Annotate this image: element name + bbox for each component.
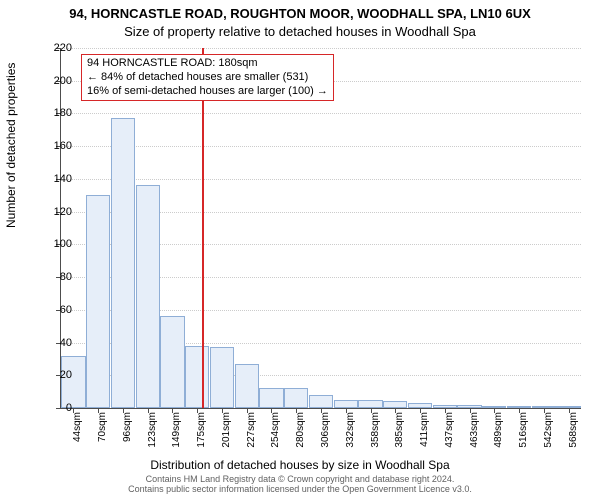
footer-text: Contains HM Land Registry data © Crown c… (0, 474, 600, 495)
annotation-line-2: ← 84% of detached houses are smaller (53… (87, 71, 328, 85)
annotation-box: 94 HORNCASTLE ROAD: 180sqm ← 84% of deta… (81, 54, 334, 101)
chart-title-main: 94, HORNCASTLE ROAD, ROUGHTON MOOR, WOOD… (0, 6, 600, 21)
chart-container: 94, HORNCASTLE ROAD, ROUGHTON MOOR, WOOD… (0, 0, 600, 500)
histogram-bar (86, 195, 110, 408)
y-tick-label: 180 (32, 107, 72, 119)
histogram-bar (136, 185, 160, 408)
histogram-bar (259, 388, 283, 408)
y-tick-label: 100 (32, 238, 72, 250)
histogram-bar (358, 400, 382, 408)
y-tick-label: 120 (32, 206, 72, 218)
y-tick-label: 80 (32, 271, 72, 283)
grid-line (61, 146, 581, 147)
y-tick-label: 140 (32, 173, 72, 185)
y-tick-label: 220 (32, 42, 72, 54)
footer-line-1: Contains HM Land Registry data © Crown c… (0, 474, 600, 484)
y-tick-label: 160 (32, 140, 72, 152)
reference-line (202, 48, 204, 408)
y-tick-label: 60 (32, 304, 72, 316)
grid-line (61, 113, 581, 114)
y-tick-label: 40 (32, 337, 72, 349)
grid-line (61, 179, 581, 180)
histogram-bar (61, 356, 85, 408)
chart-title-sub: Size of property relative to detached ho… (0, 24, 600, 39)
grid-line (61, 48, 581, 49)
plot-area: 94 HORNCASTLE ROAD: 180sqm ← 84% of deta… (60, 48, 581, 409)
histogram-bar (210, 347, 234, 408)
histogram-bar (334, 400, 358, 408)
y-axis-label: Number of detached properties (4, 63, 18, 228)
y-tick-label: 20 (32, 369, 72, 381)
histogram-bar (235, 364, 259, 408)
x-axis-label: Distribution of detached houses by size … (0, 458, 600, 472)
histogram-bar (111, 118, 135, 408)
y-tick-label: 200 (32, 75, 72, 87)
histogram-bar (309, 395, 333, 408)
histogram-bar (160, 316, 184, 408)
histogram-bar (185, 346, 209, 408)
histogram-bar (284, 388, 308, 408)
annotation-line-1: 94 HORNCASTLE ROAD: 180sqm (87, 57, 328, 71)
footer-line-2: Contains public sector information licen… (0, 484, 600, 494)
annotation-line-3: 16% of semi-detached houses are larger (… (87, 85, 328, 99)
y-tick-label: 0 (32, 402, 72, 414)
